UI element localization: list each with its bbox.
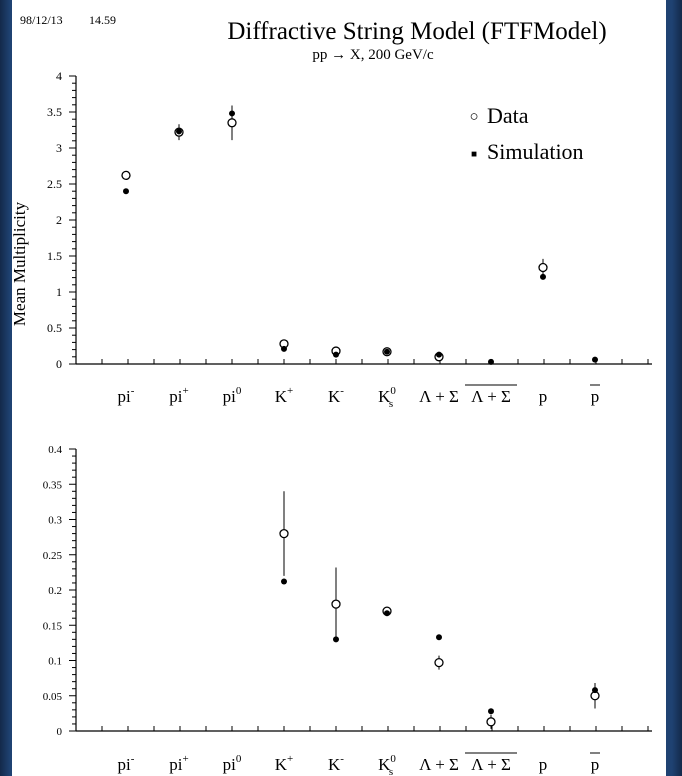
legend-sim-symbol: ■: [471, 149, 477, 160]
simulation-point: [281, 345, 287, 352]
x-tick-label: pi-: [118, 753, 135, 774]
y-tick-label: 0.1: [48, 656, 62, 668]
simulation-point: [384, 348, 390, 355]
simulation-point: [436, 351, 442, 358]
y-tick-label: 0.25: [43, 550, 63, 562]
x-tick-label: Λ + Σ: [471, 387, 511, 406]
simulation-point: [333, 636, 339, 643]
y-tick-label: 3.5: [47, 105, 62, 119]
date-stamp: 98/12/13: [20, 13, 63, 27]
y-axis-label: Mean Multiplicity: [12, 201, 29, 326]
data-point: [538, 262, 548, 273]
data-point: [227, 118, 237, 128]
y-tick-label: 4: [56, 69, 62, 83]
legend-data-label: Data: [487, 103, 529, 128]
plot-panel: 98/12/13 14.59 Diffractive String Model …: [12, 0, 666, 776]
simulation-point: [123, 188, 129, 195]
y-tick-label: 0.2: [48, 585, 62, 597]
y-tick-label: 1.5: [47, 249, 62, 263]
bottom-plot: 0 0.05 0.1 0.15 0.2 0.25 0.3 0.35 0.4 pi-pi+ pi0 K+…: [43, 444, 652, 776]
x-tick-label: pi+: [169, 385, 188, 406]
x-tick-label: p: [539, 755, 548, 774]
simulation-point: [281, 578, 287, 585]
simulation-point: [176, 128, 182, 135]
y-tick-label: 0.3: [48, 515, 62, 527]
y-tick-label: 1: [56, 285, 62, 299]
time-stamp: 14.59: [89, 13, 116, 27]
x-tick-label: K+: [275, 385, 294, 406]
y-tick-label: 0.4: [48, 444, 62, 456]
y-tick-label: 2.5: [47, 177, 62, 191]
y-tick-label: 0.05: [43, 691, 63, 703]
chart-subtitle: pp → X, 200 GeV/c: [312, 47, 434, 63]
simulation-point: [333, 351, 339, 358]
y-tick-label: 0.35: [43, 479, 63, 491]
legend-data-symbol: ○: [469, 109, 478, 125]
simulation-point: [540, 273, 546, 280]
simulation-point: [436, 634, 442, 641]
simulation-point: [229, 110, 235, 117]
x-tick-label: p: [539, 387, 548, 406]
x-tick-label: p: [591, 387, 600, 406]
x-tick-label: K0 s: [378, 753, 396, 776]
y-tick-label: 0: [56, 357, 62, 371]
simulation-point: [592, 687, 598, 694]
data-point: [279, 528, 289, 539]
x-tick-label: pi0: [223, 753, 242, 774]
y-tick-label: 3: [56, 141, 62, 155]
top-plot: 0 0.5 1 1.5 2 2.5 3 3.5 4 pi-pi+ pi0 K+ K- K0 s Λ + Σ Λ …: [47, 69, 652, 410]
data-point: [434, 657, 444, 668]
x-tick-label: pi0: [223, 385, 242, 406]
simulation-point: [592, 356, 598, 363]
legend-sim-label: Simulation: [487, 139, 584, 164]
y-tick-label: 0.15: [43, 620, 63, 632]
chart-canvas: 98/12/13 14.59 Diffractive String Model …: [12, 13, 652, 776]
y-tick-label: 0.5: [47, 321, 62, 335]
x-tick-label: K0 s: [378, 385, 396, 410]
chart-title: Diffractive String Model (FTFModel): [227, 18, 606, 45]
simulation-point: [384, 610, 390, 617]
x-tick-label: K-: [328, 385, 344, 406]
x-tick-label: K-: [328, 753, 344, 774]
simulation-point: [488, 358, 494, 365]
x-tick-label: p: [591, 755, 600, 774]
data-point: [331, 599, 341, 609]
x-tick-label: K+: [275, 753, 294, 774]
x-tick-label: Λ + Σ: [419, 387, 459, 406]
y-tick-label: 0: [57, 726, 63, 738]
data-point: [486, 717, 496, 727]
x-tick-label: Λ + Σ: [471, 755, 511, 774]
data-point: [121, 170, 131, 181]
y-tick-label: 2: [56, 213, 62, 227]
x-tick-label: pi+: [169, 753, 188, 774]
simulation-point: [488, 708, 494, 715]
x-tick-label: Λ + Σ: [419, 755, 459, 774]
x-tick-label: pi-: [118, 385, 135, 406]
